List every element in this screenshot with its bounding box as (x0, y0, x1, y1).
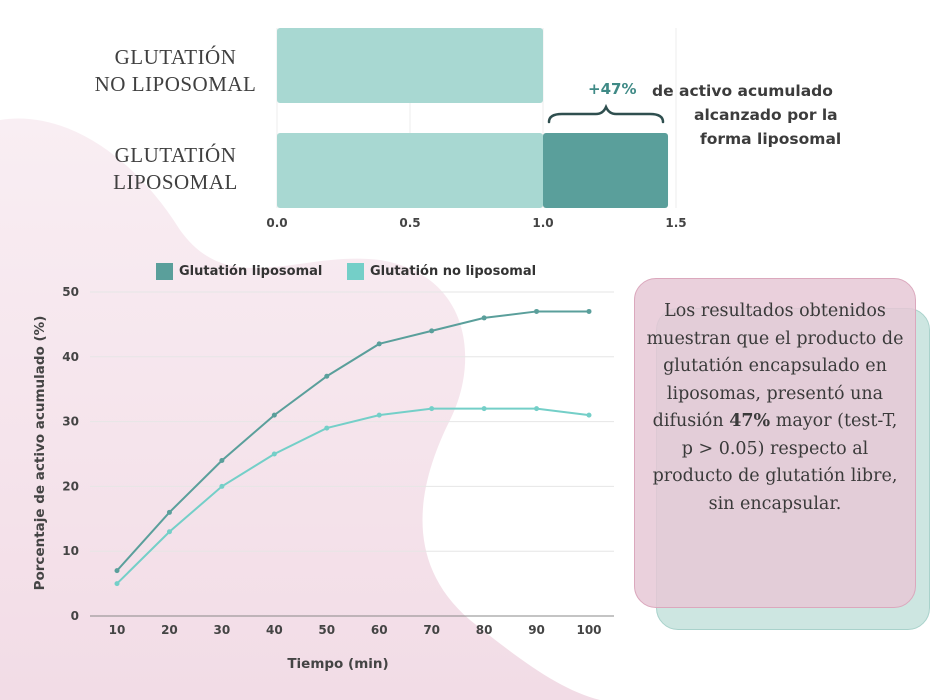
legend-label-no-liposomal: Glutatión no liposomal (370, 264, 536, 279)
bar-label-liposomal: GLUTATIÓN LIPOSOMAL (113, 143, 238, 194)
data-point-liposomal (219, 457, 225, 463)
data-point-no-liposomal (324, 425, 330, 431)
x-tick-label: 90 (528, 623, 545, 637)
y-tick-label: 50 (62, 285, 79, 299)
y-tick-label: 0 (71, 609, 79, 623)
annotation-line-2: alcanzado por la (694, 106, 838, 124)
summary-text-before: Los resultados obtenidos muestran que el… (646, 301, 904, 431)
x-axis-title: Tiempo (min) (287, 656, 388, 672)
x-tick-label: 60 (371, 623, 388, 637)
y-tick-label: 20 (62, 479, 79, 493)
data-point-no-liposomal (219, 483, 225, 489)
x-tick-label: 100 (576, 623, 601, 637)
y-axis-title: Porcentaje de activo acumulado (%) (32, 316, 48, 591)
line-chart: Glutatión liposomal Glutatión no liposom… (32, 263, 614, 672)
annotation-percent: +47% (588, 80, 637, 98)
x-tick-label: 40 (266, 623, 283, 637)
legend: Glutatión liposomal Glutatión no liposom… (156, 263, 536, 280)
series-lines (114, 308, 592, 587)
y-tick-label: 10 (62, 544, 79, 558)
data-point-no-liposomal (586, 412, 592, 418)
x-tick-label: 80 (476, 623, 493, 637)
y-tick-label: 40 (62, 350, 79, 364)
bar-tick-labels: 0.0 0.5 1.0 1.5 (266, 216, 686, 230)
summary-highlight: 47% (729, 411, 771, 431)
bar-x-tick-label: 1.0 (532, 216, 553, 230)
data-point-no-liposomal (534, 406, 540, 412)
annotation-text: de activo acumulado alcanzado por la for… (652, 79, 862, 151)
data-point-no-liposomal (271, 451, 277, 457)
line-grid (90, 291, 614, 617)
data-point-liposomal (271, 412, 277, 418)
data-point-no-liposomal (481, 406, 487, 412)
bar-marks (277, 28, 669, 208)
data-point-liposomal (166, 509, 172, 515)
bar-segment-base (277, 133, 543, 208)
series-line-no-liposomal (116, 407, 590, 585)
x-tick-label: 10 (109, 623, 126, 637)
annotation-line-3: forma liposomal (700, 130, 842, 148)
bar-segment-increase (543, 133, 669, 208)
summary-box (634, 278, 916, 608)
bar-chart: 0.0 0.5 1.0 1.5 (266, 28, 687, 230)
x-tick-label: 50 (318, 623, 335, 637)
y-tick-label: 30 (62, 415, 79, 429)
bar-label-no-liposomal: GLUTATIÓN NO LIPOSOMAL (94, 45, 257, 96)
bar-segment-base (277, 28, 543, 103)
bar-x-tick-label: 1.5 (665, 216, 686, 230)
data-point-liposomal (429, 328, 435, 334)
data-point-liposomal (114, 568, 120, 574)
data-point-no-liposomal (114, 581, 120, 587)
data-point-liposomal (586, 308, 592, 314)
data-point-no-liposomal (376, 412, 382, 418)
bar-x-tick-label: 0.5 (399, 216, 420, 230)
legend-swatch-liposomal (156, 263, 173, 280)
x-tick-labels: 10 20 30 40 50 60 70 80 90 100 (109, 623, 602, 637)
summary-text: Los resultados obtenidos muestran que el… (646, 298, 904, 518)
data-point-liposomal (376, 341, 382, 347)
annotation-line-1: de activo acumulado (652, 82, 833, 100)
y-tick-labels: 0 10 20 30 40 50 (62, 285, 79, 623)
data-point-liposomal (324, 373, 330, 379)
bar-x-tick-label: 0.0 (266, 216, 287, 230)
data-point-liposomal (534, 308, 540, 314)
data-point-liposomal (481, 315, 487, 321)
x-tick-label: 70 (423, 623, 440, 637)
x-tick-label: 30 (214, 623, 231, 637)
data-point-no-liposomal (429, 406, 435, 412)
data-point-no-liposomal (166, 529, 172, 535)
legend-swatch-no-liposomal (347, 263, 364, 280)
summary-text-after: mayor (test-T, p > 0.05) respecto al pro… (652, 411, 898, 514)
x-tick-label: 20 (161, 623, 178, 637)
curly-brace-icon (547, 103, 665, 124)
legend-label-liposomal: Glutatión liposomal (179, 264, 322, 279)
series-line-liposomal (116, 310, 589, 572)
